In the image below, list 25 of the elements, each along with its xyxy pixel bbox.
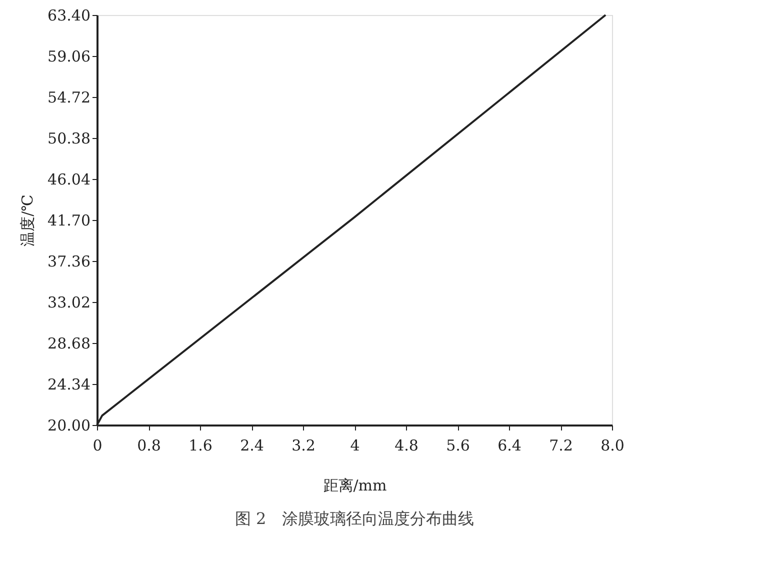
x-tick-label: 8.0 bbox=[600, 436, 624, 454]
x-tick-label: 3.2 bbox=[292, 436, 316, 454]
y-tick-label: 20.00 bbox=[48, 416, 90, 434]
y-tick-label: 41.70 bbox=[48, 212, 90, 230]
y-tick-label: 24.34 bbox=[48, 376, 90, 394]
x-tick-label: 4.8 bbox=[394, 436, 418, 454]
x-tick-label: 5.6 bbox=[446, 436, 470, 454]
x-tick-label: 2.4 bbox=[240, 436, 264, 454]
y-axis-title: 温度/℃ bbox=[18, 194, 37, 246]
y-tick-label: 59.06 bbox=[48, 48, 90, 66]
x-tick-label: 0.8 bbox=[137, 436, 161, 454]
y-tick-label: 63.40 bbox=[48, 6, 90, 24]
y-tick-label: 54.72 bbox=[48, 88, 90, 106]
x-tick-label: 4 bbox=[350, 436, 360, 454]
x-tick-label: 1.6 bbox=[188, 436, 212, 454]
y-tick-label: 50.38 bbox=[48, 130, 90, 148]
y-tick-label: 37.36 bbox=[48, 252, 90, 270]
x-tick-label: 0 bbox=[92, 436, 102, 454]
x-tick-label: 6.4 bbox=[498, 436, 522, 454]
x-axis-title: 距离/mm bbox=[323, 476, 387, 494]
y-tick-label: 28.68 bbox=[48, 334, 90, 352]
caption: 图 2 涂膜玻璃径向温度分布曲线 bbox=[234, 509, 474, 528]
x-tick-label: 7.2 bbox=[549, 436, 573, 454]
y-tick-label: 46.04 bbox=[48, 170, 90, 188]
y-tick-label: 33.02 bbox=[48, 294, 90, 312]
